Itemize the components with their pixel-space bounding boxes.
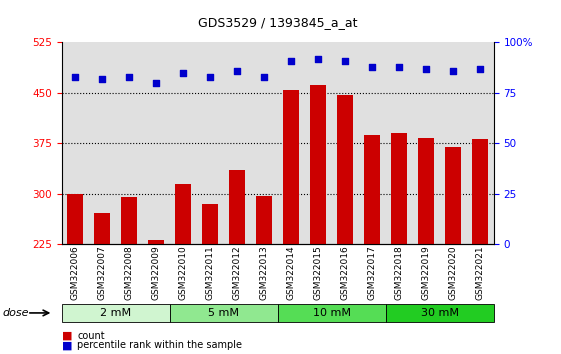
Text: ■: ■ xyxy=(62,331,72,341)
Point xyxy=(341,58,350,63)
Bar xyxy=(175,184,191,244)
Bar xyxy=(62,304,169,322)
Bar xyxy=(283,90,300,244)
Bar xyxy=(94,213,111,244)
Point xyxy=(422,66,431,72)
Bar xyxy=(148,240,164,244)
Bar xyxy=(418,138,434,244)
Text: GDS3529 / 1393845_a_at: GDS3529 / 1393845_a_at xyxy=(198,16,357,29)
Text: 30 mM: 30 mM xyxy=(421,308,459,318)
Point xyxy=(206,74,215,80)
Text: ■: ■ xyxy=(62,340,72,350)
Text: dose: dose xyxy=(3,308,29,318)
Bar xyxy=(310,85,327,244)
Point xyxy=(98,76,107,82)
Text: 2 mM: 2 mM xyxy=(100,308,131,318)
Text: 5 mM: 5 mM xyxy=(208,308,239,318)
Bar xyxy=(337,95,353,244)
Bar xyxy=(169,304,278,322)
Point xyxy=(151,80,160,86)
Point xyxy=(367,64,376,69)
Bar xyxy=(278,304,386,322)
Text: count: count xyxy=(77,331,105,341)
Point xyxy=(476,66,485,72)
Point xyxy=(287,58,296,63)
Bar xyxy=(121,196,137,244)
Point xyxy=(395,64,404,69)
Bar xyxy=(386,304,494,322)
Point xyxy=(125,74,134,80)
Point xyxy=(233,68,242,74)
Bar xyxy=(67,194,83,244)
Point xyxy=(314,56,323,62)
Bar xyxy=(229,170,245,244)
Bar xyxy=(202,204,218,244)
Point xyxy=(449,68,458,74)
Bar xyxy=(256,196,272,244)
Bar xyxy=(391,133,407,244)
Bar xyxy=(472,139,488,244)
Bar xyxy=(445,147,461,244)
Text: percentile rank within the sample: percentile rank within the sample xyxy=(77,340,242,350)
Point xyxy=(260,74,269,80)
Point xyxy=(71,74,80,80)
Point xyxy=(179,70,188,75)
Text: 10 mM: 10 mM xyxy=(312,308,351,318)
Bar xyxy=(364,135,380,244)
